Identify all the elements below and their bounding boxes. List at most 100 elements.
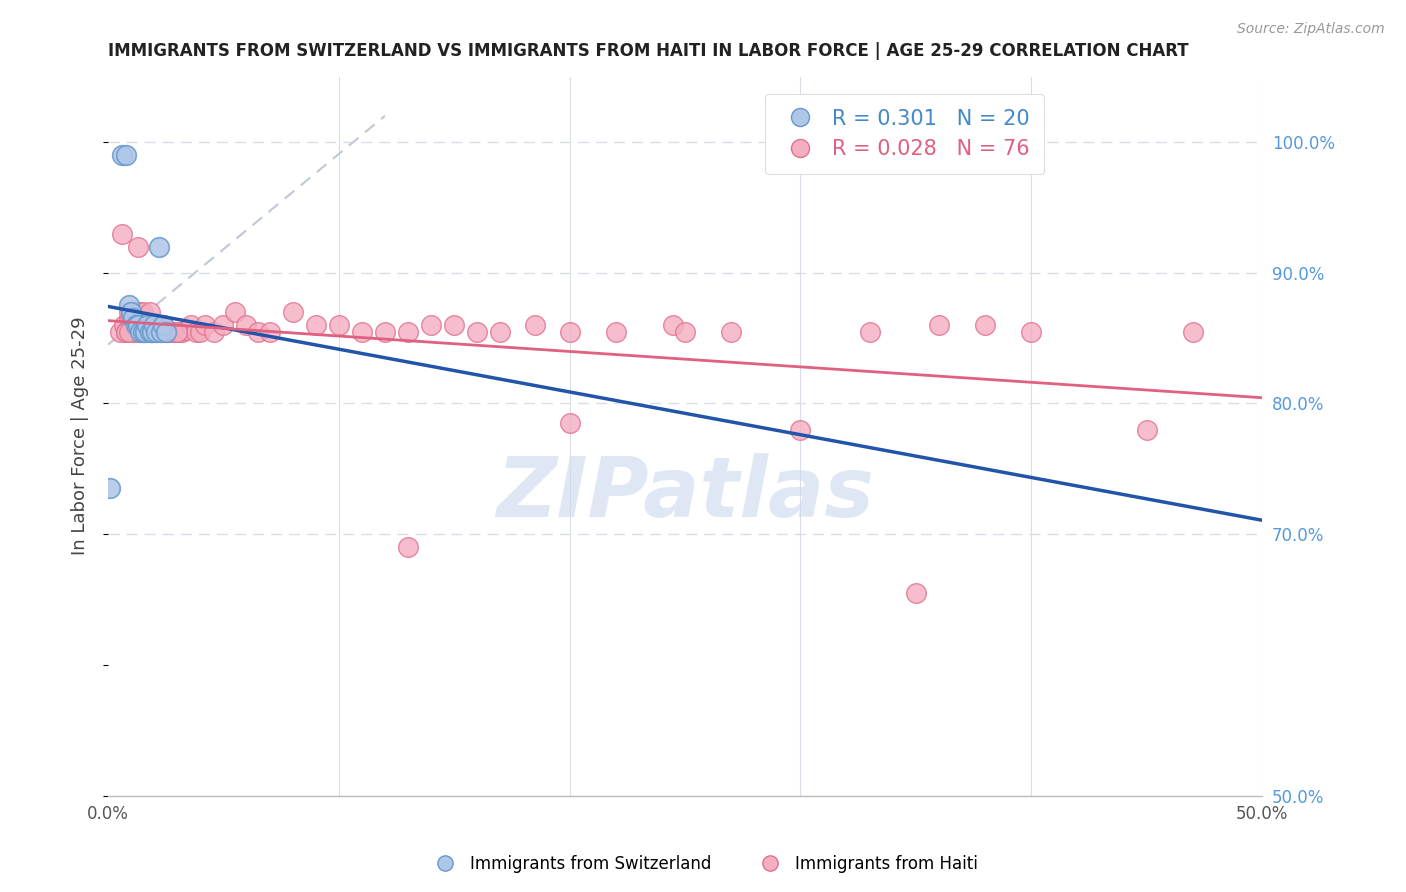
Point bbox=[184, 325, 207, 339]
Point bbox=[111, 227, 134, 241]
Point bbox=[150, 325, 173, 339]
Point bbox=[859, 325, 882, 339]
Point bbox=[138, 325, 160, 339]
Point bbox=[141, 318, 163, 332]
Point bbox=[129, 325, 152, 339]
Point bbox=[148, 239, 170, 253]
Point bbox=[127, 318, 149, 332]
Point bbox=[928, 318, 950, 332]
Point bbox=[673, 325, 696, 339]
Point bbox=[143, 318, 166, 332]
Point bbox=[148, 318, 170, 332]
Point bbox=[111, 148, 134, 162]
Point bbox=[138, 305, 160, 319]
Point bbox=[166, 325, 188, 339]
Point bbox=[98, 482, 121, 496]
Point bbox=[115, 325, 138, 339]
Point bbox=[143, 318, 166, 332]
Point bbox=[605, 325, 627, 339]
Point bbox=[350, 325, 373, 339]
Legend: R = 0.301   N = 20, R = 0.028   N = 76: R = 0.301 N = 20, R = 0.028 N = 76 bbox=[765, 95, 1043, 174]
Point bbox=[148, 325, 170, 339]
Point bbox=[169, 325, 191, 339]
Point bbox=[134, 318, 156, 332]
Point bbox=[176, 323, 198, 337]
Point bbox=[134, 325, 156, 339]
Text: Source: ZipAtlas.com: Source: ZipAtlas.com bbox=[1237, 22, 1385, 37]
Point bbox=[131, 325, 153, 339]
Point bbox=[155, 325, 177, 339]
Point bbox=[156, 325, 179, 339]
Point bbox=[134, 325, 156, 339]
Point bbox=[170, 325, 193, 339]
Point bbox=[194, 318, 217, 332]
Point bbox=[118, 325, 141, 339]
Point bbox=[155, 325, 177, 339]
Point bbox=[150, 318, 173, 332]
Point bbox=[904, 586, 927, 600]
Point bbox=[152, 318, 174, 332]
Point bbox=[1136, 423, 1159, 437]
Point bbox=[145, 325, 167, 339]
Point bbox=[118, 311, 141, 326]
Point bbox=[162, 325, 184, 339]
Point bbox=[662, 318, 685, 332]
Point bbox=[396, 325, 419, 339]
Point bbox=[127, 305, 149, 319]
Point bbox=[129, 305, 152, 319]
Point bbox=[125, 325, 148, 339]
Point bbox=[136, 325, 159, 339]
Point bbox=[374, 325, 396, 339]
Point bbox=[558, 416, 581, 430]
Point bbox=[974, 318, 997, 332]
Point bbox=[122, 318, 145, 332]
Point bbox=[108, 325, 131, 339]
Point bbox=[120, 305, 142, 319]
Point bbox=[118, 298, 141, 312]
Point bbox=[141, 325, 163, 339]
Point bbox=[145, 325, 167, 339]
Point bbox=[122, 325, 145, 339]
Point bbox=[235, 318, 257, 332]
Point bbox=[305, 318, 328, 332]
Point bbox=[152, 318, 174, 332]
Point bbox=[420, 318, 443, 332]
Legend: Immigrants from Switzerland, Immigrants from Haiti: Immigrants from Switzerland, Immigrants … bbox=[422, 848, 984, 880]
Point bbox=[122, 311, 145, 326]
Point bbox=[136, 318, 159, 332]
Point bbox=[224, 305, 246, 319]
Point bbox=[131, 305, 153, 319]
Point bbox=[489, 325, 512, 339]
Point bbox=[465, 325, 488, 339]
Text: ZIPatlas: ZIPatlas bbox=[496, 453, 875, 534]
Point bbox=[558, 325, 581, 339]
Point bbox=[115, 325, 138, 339]
Point bbox=[112, 318, 135, 332]
Point bbox=[127, 239, 149, 253]
Point bbox=[524, 318, 547, 332]
Point bbox=[120, 305, 142, 319]
Point bbox=[443, 318, 465, 332]
Point bbox=[720, 325, 742, 339]
Point bbox=[143, 325, 166, 339]
Point bbox=[155, 325, 177, 339]
Point bbox=[328, 318, 350, 332]
Point bbox=[188, 325, 211, 339]
Point bbox=[125, 318, 148, 332]
Point bbox=[789, 423, 811, 437]
Point bbox=[212, 318, 235, 332]
Point bbox=[118, 305, 141, 319]
Point bbox=[1019, 325, 1042, 339]
Point bbox=[247, 325, 270, 339]
Point bbox=[115, 148, 138, 162]
Point bbox=[159, 325, 181, 339]
Point bbox=[180, 318, 202, 332]
Point bbox=[131, 325, 153, 339]
Point bbox=[396, 541, 419, 555]
Point bbox=[259, 325, 281, 339]
Text: IMMIGRANTS FROM SWITZERLAND VS IMMIGRANTS FROM HAITI IN LABOR FORCE | AGE 25-29 : IMMIGRANTS FROM SWITZERLAND VS IMMIGRANT… bbox=[108, 42, 1188, 60]
Point bbox=[202, 325, 225, 339]
Point bbox=[166, 325, 188, 339]
Point bbox=[141, 325, 163, 339]
Point bbox=[1181, 325, 1204, 339]
